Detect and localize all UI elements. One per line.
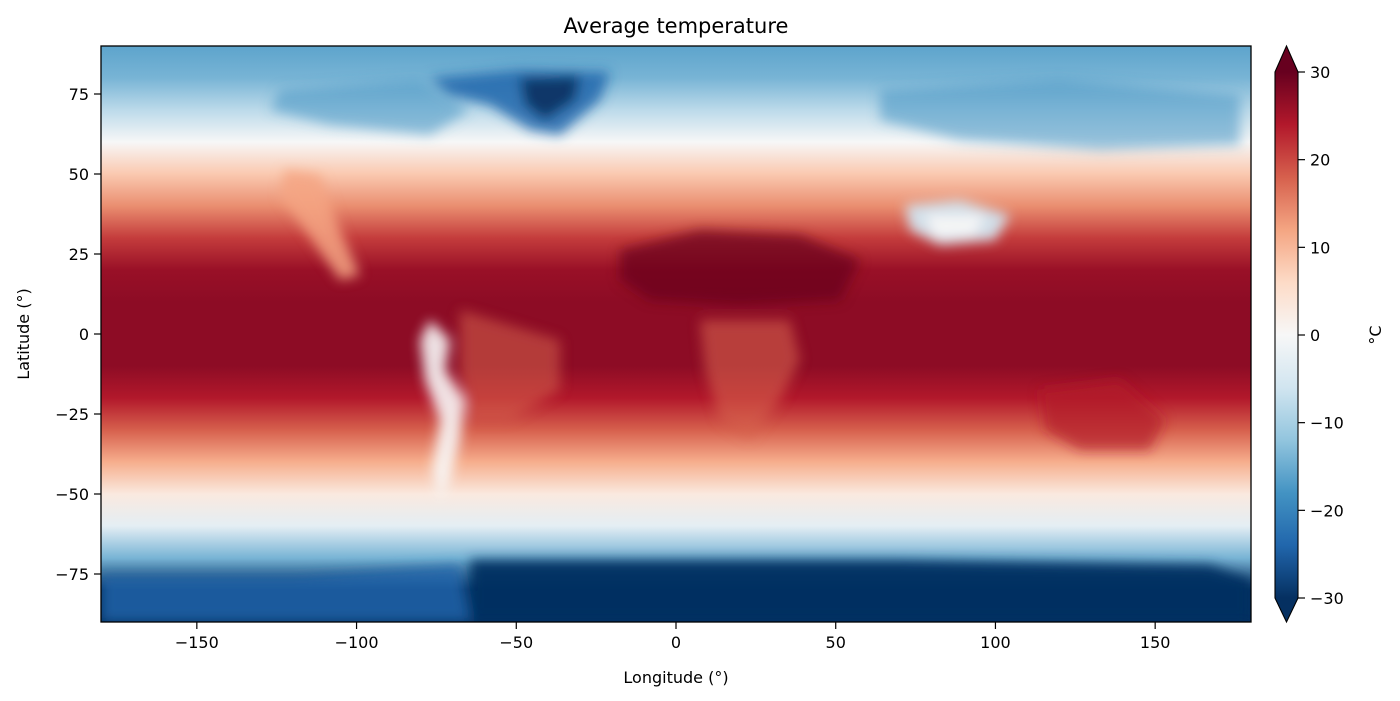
colorbar-label: °C: [1366, 325, 1385, 344]
australia: [1040, 380, 1165, 450]
colorbar-extend-min: [1275, 598, 1298, 622]
chart-title: Average temperature: [564, 14, 789, 38]
y-tick-label: −50: [55, 485, 89, 504]
tibet-core: [925, 215, 985, 238]
x-axis-label: Longitude (°): [623, 668, 728, 687]
x-tick-label: 100: [980, 633, 1011, 652]
x-tick-label: −150: [175, 633, 219, 652]
greenland-core: [520, 76, 580, 120]
x-tick-label: 150: [1140, 633, 1171, 652]
colorbar-body: [1275, 72, 1298, 598]
colorbar-tick-label: 30: [1310, 63, 1330, 82]
x-axis: −150 −100 −50 0 50 100 150: [175, 622, 1171, 652]
africa-south: [700, 320, 800, 440]
antarctica-east: [470, 560, 1251, 622]
plot-area: [101, 46, 1251, 622]
colorbar-tick-label: 0: [1310, 326, 1320, 345]
y-axis: −75 −50 −25 0 25 50 75: [55, 85, 101, 584]
x-tick-label: −100: [335, 633, 379, 652]
colorbar-extend-max: [1275, 46, 1298, 72]
x-tick-label: 0: [671, 633, 681, 652]
colorbar-tick-label: 20: [1310, 151, 1330, 170]
y-tick-label: 25: [69, 245, 89, 264]
colorbar-ticks: −30 −20 −10 0 10 20 30: [1298, 63, 1344, 608]
andes-cold: [420, 320, 465, 500]
colorbar: −30 −20 −10 0 10 20 30 °C: [1274, 44, 1385, 624]
y-tick-label: −25: [55, 405, 89, 424]
rocky-mountains: [280, 170, 360, 280]
colorbar-tick-label: −20: [1310, 501, 1344, 520]
colorbar-tick-label: −10: [1310, 414, 1344, 433]
sahara-hot: [620, 230, 860, 305]
antarctica-west: [101, 565, 470, 622]
colorbar-tick-label: 10: [1310, 238, 1330, 257]
y-tick-label: 50: [69, 165, 89, 184]
colorbar-tick-label: −30: [1310, 589, 1344, 608]
y-tick-label: 0: [79, 325, 89, 344]
y-tick-label: 75: [69, 85, 89, 104]
south-america-interior: [460, 310, 560, 420]
x-tick-label: −50: [499, 633, 533, 652]
y-axis-label: Latitude (°): [14, 288, 33, 379]
x-tick-label: 50: [826, 633, 846, 652]
north-america-arctic: [270, 80, 470, 135]
land-features: [101, 70, 1251, 622]
siberia-cold: [880, 80, 1240, 150]
y-tick-label: −75: [55, 565, 89, 584]
